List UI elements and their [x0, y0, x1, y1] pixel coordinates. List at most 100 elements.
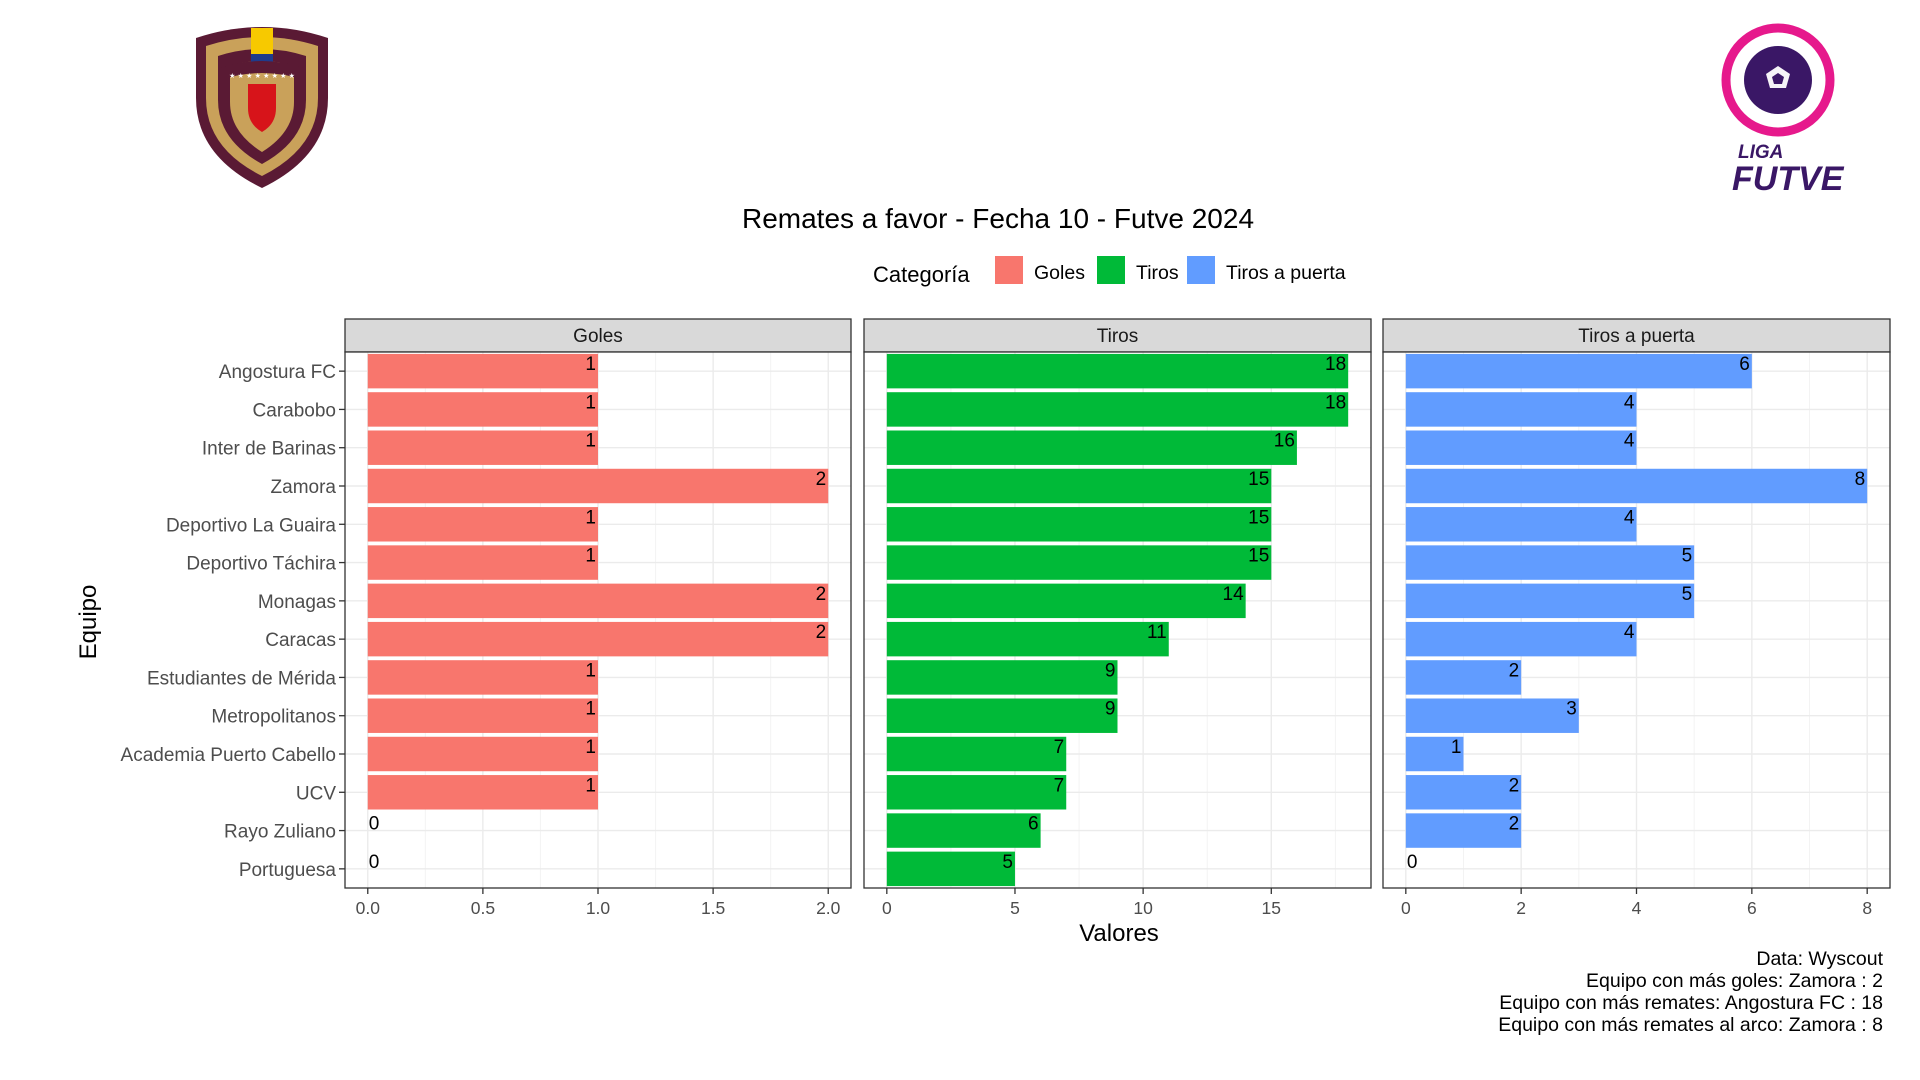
bar-tiros-zamora: [886, 468, 1272, 504]
data-label: 15: [1248, 469, 1269, 490]
bar-tiros-carabobo: [886, 392, 1349, 427]
strip-label-goles: Goles: [573, 326, 623, 347]
y-tick-label: Deportivo Táchira: [186, 554, 336, 575]
bar-tiros-a-puerta-ucv: [1405, 775, 1522, 810]
data-label: 1: [585, 392, 596, 413]
caption-most-shots: Equipo con más remates: Angostura FC : 1…: [1499, 992, 1883, 1014]
bar-tiros-inter-de-barinas: [886, 430, 1297, 465]
y-tick-label: Inter de Barinas: [202, 439, 336, 460]
bar-tiros-a-puerta-estudiantes-de-merida: [1405, 660, 1522, 695]
bar-tiros-metropolitanos: [886, 698, 1118, 733]
y-axis: Angostura FC Carabobo Inter de Barinas Zamo…: [121, 362, 345, 881]
data-label: 8: [1855, 469, 1866, 490]
strip-label-tiros: Tiros: [1097, 326, 1139, 347]
data-label: 5: [1682, 584, 1693, 605]
bar-tiros-rayo-zuliano: [886, 813, 1041, 848]
legend-swatch-goles: [995, 256, 1023, 284]
data-label: 2: [816, 584, 827, 605]
bar-tiros-a-puerta-carabobo: [1405, 392, 1637, 427]
data-label: 4: [1624, 622, 1635, 643]
data-label: 0: [369, 852, 380, 873]
bar-tiros-deportivo-tachira: [886, 545, 1272, 580]
panel-goles: Goles 0.0 0.5 1.0 1.5 2.0 1 1 1 2 1 1 2 2 1 1 1 1 0 0: [344, 318, 852, 918]
data-label: 7: [1054, 737, 1065, 758]
bar-tiros-deportivo-la-guaira: [886, 507, 1272, 542]
data-label: 2: [1509, 775, 1520, 796]
futve-wordmark-bottom: FUTVE: [1732, 160, 1845, 198]
bar-goles-academia-puerto-cabello: [367, 736, 598, 772]
x-tick-label: 2.0: [816, 898, 841, 918]
y-axis-title: Equipo: [75, 585, 102, 660]
y-tick-label: Estudiantes de Mérida: [147, 668, 336, 689]
y-tick-label: UCV: [296, 783, 336, 804]
bar-tiros-a-puerta-caracas: [1405, 621, 1637, 657]
x-tick-label: 15: [1262, 898, 1281, 918]
bar-goles-inter-de-barinas: [367, 430, 598, 465]
data-label: 1: [1451, 737, 1462, 758]
svg-text:★ ★ ★ ★ ★ ★ ★ ★: ★ ★ ★ ★ ★ ★ ★ ★: [229, 72, 295, 80]
data-label: 4: [1624, 507, 1635, 528]
x-tick-label: 1.0: [586, 898, 611, 918]
bar-goles-deportivo-tachira: [367, 545, 598, 580]
data-label: 1: [585, 354, 596, 375]
bar-goles-carabobo: [367, 392, 598, 427]
data-label: 1: [585, 546, 596, 567]
x-tick-label: 10: [1133, 898, 1153, 918]
data-label: 3: [1566, 699, 1577, 720]
bar-tiros-a-puerta-metropolitanos: [1405, 698, 1579, 733]
data-label: 9: [1105, 699, 1116, 720]
caption-most-shots-on-target: Equipo con más remates al arco: Zamora :…: [1498, 1014, 1883, 1036]
bar-tiros-a-puerta-inter-de-barinas: [1405, 430, 1637, 465]
bar-goles-angostura-fc: [367, 353, 598, 389]
data-label: 18: [1325, 354, 1346, 375]
bar-goles-deportivo-la-guaira: [367, 507, 598, 542]
data-label: 7: [1054, 775, 1065, 796]
x-tick-label: 0.0: [356, 898, 381, 918]
data-label: 15: [1248, 507, 1269, 528]
bar-tiros-angostura-fc: [886, 353, 1349, 389]
x-tick-label: 1.5: [701, 898, 725, 918]
data-label: 16: [1274, 431, 1295, 452]
bar-tiros-a-puerta-zamora: [1405, 468, 1868, 504]
data-label: 1: [585, 737, 596, 758]
data-label: 2: [816, 469, 827, 490]
y-tick-label: Zamora: [271, 477, 337, 498]
data-label: 1: [585, 660, 596, 681]
x-tick-label: 8: [1862, 898, 1872, 918]
strip-tiros-a-puerta: [1382, 318, 1891, 353]
bar-tiros-estudiantes-de-merida: [886, 660, 1118, 695]
y-tick-label: Angostura FC: [219, 362, 336, 383]
futve-wordmark-top: LIGA: [1738, 142, 1783, 163]
strip-label-tiros-a-puerta: Tiros a puerta: [1578, 326, 1695, 347]
x-tick-label: 4: [1632, 898, 1642, 918]
data-label: 18: [1325, 392, 1346, 413]
legend-label-tiros: Tiros: [1136, 262, 1179, 284]
x-tick-label: 5: [1010, 898, 1020, 918]
legend: Categoría Goles Tiros Tiros a puerta: [873, 256, 1346, 287]
x-tick-label: 0: [882, 898, 892, 918]
caption-source: Data: Wyscout: [1756, 948, 1883, 970]
data-label: 15: [1248, 546, 1269, 567]
y-tick-label: Monagas: [258, 592, 336, 613]
bar-goles-metropolitanos: [367, 698, 598, 733]
panel-border: [344, 351, 852, 889]
legend-label-tiros-a-puerta: Tiros a puerta: [1226, 262, 1346, 284]
bar-tiros-caracas: [886, 621, 1169, 657]
y-tick-label: Portuguesa: [239, 860, 337, 881]
caption: Data: Wyscout Equipo con más goles: Zamo…: [1498, 948, 1883, 1036]
bar-goles-caracas: [367, 621, 829, 657]
bar-goles-estudiantes-de-merida: [367, 660, 598, 695]
y-tick-label: Deportivo La Guaira: [166, 515, 336, 536]
data-label: 1: [585, 507, 596, 528]
panel-tiros-a-puerta: Tiros a puerta 0 2 4 6 8 6 4 4 8 4 5 5 4 2 3 1 2 2 0: [1382, 318, 1891, 918]
legend-swatch-tiros-a-puerta: [1187, 256, 1215, 284]
data-label: 1: [585, 775, 596, 796]
liga-futve-logo: LIGA FUTVE: [1721, 23, 1845, 198]
x-tick-label: 2: [1516, 898, 1526, 918]
data-label: 5: [1682, 546, 1693, 567]
legend-swatch-tiros: [1097, 256, 1125, 284]
x-tick-label: 6: [1747, 898, 1757, 918]
bar-tiros-a-puerta-monagas: [1405, 583, 1695, 619]
